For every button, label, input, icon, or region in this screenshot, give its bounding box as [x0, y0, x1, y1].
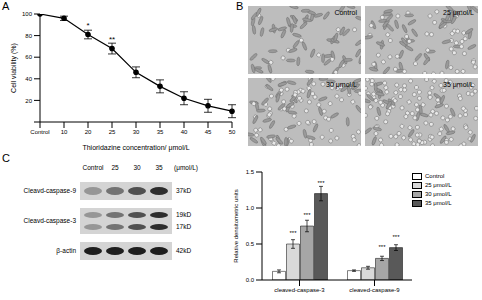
svg-text:**: ** [109, 35, 115, 44]
svg-text:45: 45 [205, 129, 212, 135]
svg-text:30: 30 [133, 129, 140, 135]
svg-text:Cleavd-caspase-9: Cleavd-caspase-9 [24, 187, 77, 195]
svg-text:1.5: 1.5 [246, 169, 255, 175]
svg-text:1.0: 1.0 [246, 205, 255, 211]
svg-text:10: 10 [61, 129, 68, 135]
svg-text:50: 50 [229, 129, 236, 135]
svg-text:cleaved-caspase-9: cleaved-caspase-9 [349, 287, 400, 293]
svg-text:60: 60 [25, 54, 32, 60]
svg-text:cleaved-caspase-3: cleaved-caspase-3 [274, 287, 325, 293]
svg-text:35: 35 [157, 129, 164, 135]
html-text:B: B [236, 0, 244, 12]
svg-text:Relative densitometric units: Relative densitometric units [233, 189, 239, 262]
svg-text:*: * [86, 21, 89, 30]
html-text:30 μmol/L: 30 μmol/L [425, 191, 452, 197]
svg-text:20: 20 [85, 129, 92, 135]
html-text:A: A [2, 0, 10, 12]
html-text:25 μmol/L: 25 μmol/L [425, 182, 452, 188]
svg-text:35: 35 [155, 164, 163, 171]
svg-text:***: *** [317, 180, 325, 186]
svg-text:37kD: 37kD [176, 187, 191, 194]
svg-text:100: 100 [22, 11, 33, 17]
html-text:Control: Control [425, 173, 445, 179]
svg-text:***: *** [378, 244, 386, 250]
svg-text:30 μmol/L: 30 μmol/L [326, 81, 357, 89]
svg-text:Cleavd-caspase-3: Cleavd-caspase-3 [24, 217, 77, 225]
svg-text:40: 40 [181, 129, 188, 135]
html-text:35 μmol/L: 35 μmol/L [425, 200, 452, 206]
html-text:C: C [2, 152, 10, 164]
svg-text:19kD: 19kD [176, 211, 191, 218]
svg-text:Thioridazine concentration/ μm: Thioridazine concentration/ μmol/L [82, 144, 189, 152]
svg-text:25 μmol/L: 25 μmol/L [443, 9, 474, 17]
svg-text:17kD: 17kD [176, 223, 191, 230]
svg-text:30: 30 [133, 164, 141, 171]
svg-text:(μmol/L): (μmol/L) [174, 164, 198, 172]
svg-text:20: 20 [25, 98, 32, 104]
svg-text:0.0: 0.0 [246, 277, 255, 283]
svg-text:β-actin: β-actin [56, 247, 76, 255]
svg-text:35 μmol/L: 35 μmol/L [443, 81, 474, 89]
svg-text:25: 25 [109, 129, 116, 135]
svg-text:80: 80 [25, 33, 32, 39]
svg-text:40: 40 [25, 76, 32, 82]
svg-text:0.5: 0.5 [246, 241, 255, 247]
svg-text:Control: Control [83, 164, 105, 171]
svg-text:25: 25 [111, 164, 119, 171]
svg-text:Control: Control [334, 9, 357, 16]
svg-text:Control: Control [30, 129, 49, 135]
svg-text:***: *** [303, 212, 311, 218]
svg-text:***: *** [289, 230, 297, 236]
svg-text:Cell viability (%): Cell viability (%) [10, 43, 18, 93]
svg-text:***: *** [392, 234, 400, 240]
svg-text:42kD: 42kD [176, 247, 191, 254]
